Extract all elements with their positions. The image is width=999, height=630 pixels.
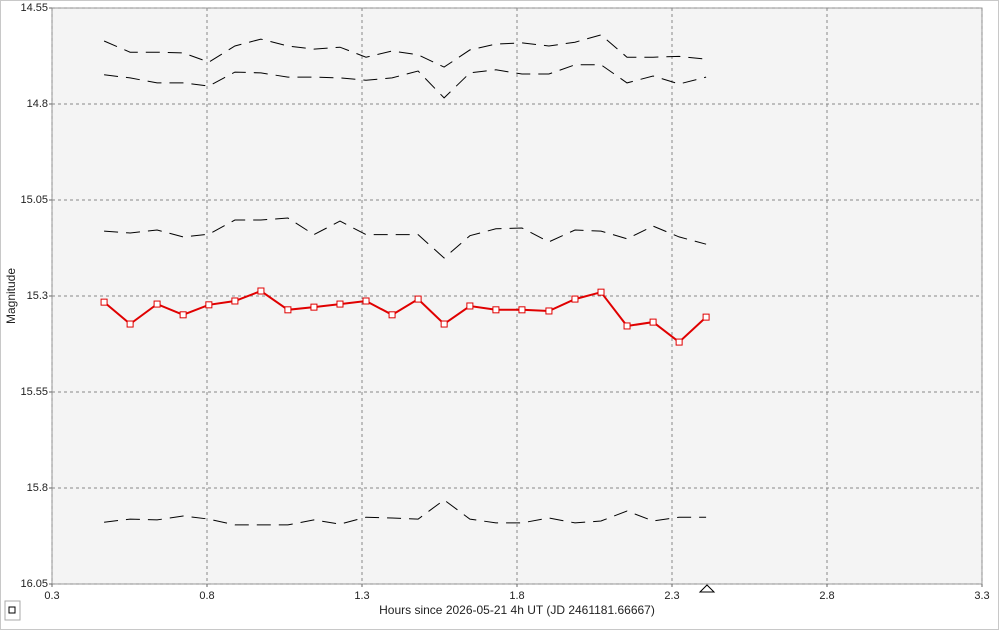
data-point xyxy=(231,297,239,305)
series-line xyxy=(104,217,707,259)
y-tick-label: 15.05 xyxy=(20,194,48,206)
data-point xyxy=(571,295,579,303)
data-point xyxy=(179,311,187,319)
data-point xyxy=(623,322,631,330)
data-point xyxy=(310,303,318,311)
series-line xyxy=(104,64,707,99)
data-point xyxy=(205,301,213,309)
y-tick-label: 15.8 xyxy=(27,482,48,494)
data-point xyxy=(545,307,553,315)
y-tick-label: 14.55 xyxy=(20,2,48,14)
data-point xyxy=(100,298,108,306)
data-point xyxy=(336,300,344,308)
data-point xyxy=(518,306,526,314)
y-tick-label: 15.3 xyxy=(27,290,48,302)
y-tick-label: 15.55 xyxy=(20,386,48,398)
y-axis-title: Magnitude xyxy=(4,268,18,324)
x-tick-label: 2.3 xyxy=(664,590,679,602)
data-point xyxy=(440,320,448,328)
data-point xyxy=(675,338,683,346)
option-button[interactable] xyxy=(4,600,21,621)
x-axis-title: Hours since 2026-05-21 4h UT (JD 2461181… xyxy=(379,603,655,617)
series-line xyxy=(104,499,707,526)
x-tick-label: 0.8 xyxy=(199,590,214,602)
data-point xyxy=(362,297,370,305)
y-tick-label: 16.05 xyxy=(20,578,48,590)
data-point xyxy=(284,306,292,314)
marks xyxy=(100,34,710,526)
data-point xyxy=(702,313,710,321)
time-marker xyxy=(698,584,716,593)
data-point xyxy=(257,287,265,295)
data-point xyxy=(126,320,134,328)
data-point xyxy=(153,300,161,308)
x-tick-label: 2.8 xyxy=(819,590,834,602)
grid xyxy=(49,7,983,587)
data-point xyxy=(597,288,605,296)
data-point xyxy=(388,311,396,319)
x-tick-label: 1.3 xyxy=(354,590,369,602)
data-point xyxy=(492,306,500,314)
button-icon xyxy=(8,606,16,614)
x-tick-label: 1.8 xyxy=(509,590,524,602)
data-point xyxy=(414,295,422,303)
data-point xyxy=(649,318,657,326)
series-line xyxy=(103,289,707,344)
y-tick-label: 14.8 xyxy=(27,98,48,110)
x-tick-label: 0.3 xyxy=(44,590,59,602)
x-tick-label: 3.3 xyxy=(974,590,989,602)
series-line xyxy=(103,34,707,68)
data-point xyxy=(466,302,474,310)
